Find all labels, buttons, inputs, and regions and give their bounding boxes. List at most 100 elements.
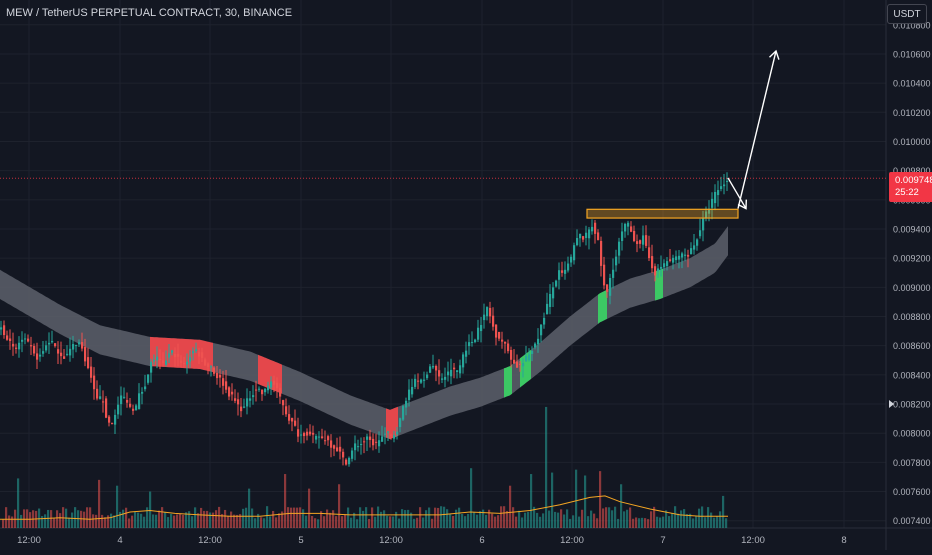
candle-body: [51, 340, 54, 343]
candle-body: [453, 367, 456, 370]
volume-bar: [8, 515, 11, 528]
volume-bar: [29, 512, 32, 528]
volume-bar: [188, 511, 191, 528]
candle-body: [216, 373, 219, 379]
candle-body: [573, 245, 576, 261]
candle-body: [657, 268, 660, 272]
candle-body: [345, 459, 348, 465]
volume-bar: [176, 514, 179, 528]
volume-bar: [671, 513, 674, 528]
volume-bar: [569, 518, 572, 528]
candle-body: [570, 256, 573, 263]
volume-bar: [443, 506, 446, 528]
volume-bar: [236, 514, 239, 528]
candle-body: [456, 370, 459, 373]
x-axis-tick-label: 6: [479, 535, 484, 546]
candle-body: [150, 361, 153, 373]
volume-bar: [158, 510, 161, 528]
volume-bar: [50, 510, 53, 528]
candle-body: [405, 400, 408, 408]
candle-body: [651, 256, 654, 269]
volume-bar: [578, 516, 581, 528]
candle-body: [57, 349, 60, 354]
volume-bar: [59, 513, 62, 528]
x-axis-tick-label: 12:00: [17, 535, 41, 546]
volume-bar: [224, 509, 227, 528]
volume-bar: [80, 510, 83, 528]
candle-body: [192, 351, 195, 354]
volume-bar: [248, 488, 251, 528]
volume-bar: [719, 511, 722, 528]
volume-bar: [596, 518, 599, 528]
candle-body: [462, 354, 465, 368]
volume-bar: [506, 510, 509, 528]
candle-body: [711, 198, 714, 208]
candle-body: [210, 366, 213, 368]
volume-bar: [179, 513, 182, 528]
candle-body: [606, 284, 609, 292]
candle-body: [6, 335, 9, 340]
candle-body: [624, 223, 627, 232]
volume-bar: [89, 507, 92, 528]
volume-bar: [407, 509, 410, 528]
y-axis-tick-label: 0.008800: [893, 312, 931, 322]
volume-bar: [503, 506, 506, 528]
candle-body: [480, 325, 483, 332]
candle-body: [123, 396, 126, 398]
volume-bar: [431, 518, 434, 528]
volume-bar: [452, 515, 455, 528]
candle-body: [552, 287, 555, 299]
candle-body: [60, 352, 63, 357]
volume-bar: [593, 513, 596, 528]
candle-body: [510, 349, 513, 360]
candle-body: [429, 366, 432, 373]
candle-body: [669, 259, 672, 261]
volume-bar: [635, 517, 638, 528]
volume-bar: [347, 507, 350, 528]
volume-bar: [110, 513, 113, 528]
x-axis-tick-label: 5: [298, 535, 303, 546]
volume-bar: [488, 509, 491, 528]
x-axis-tick-label: 4: [117, 535, 122, 546]
volume-bar: [359, 507, 362, 528]
volume-bar: [626, 509, 629, 528]
volume-bar: [539, 516, 542, 528]
candle-body: [438, 370, 441, 377]
volume-bar: [623, 511, 626, 528]
candle-body: [129, 403, 132, 407]
candle-body: [501, 339, 504, 342]
candle-body: [117, 404, 120, 415]
volume-bar: [473, 511, 476, 528]
volume-bar: [95, 514, 98, 528]
volume-bar: [704, 517, 707, 528]
candle-body: [261, 389, 264, 395]
volume-bar: [512, 507, 515, 528]
candle-body: [288, 414, 291, 421]
candle-body: [12, 343, 15, 347]
volume-bar: [722, 495, 725, 528]
volume-bar: [644, 518, 647, 528]
y-axis-tick-label: 0.008000: [893, 429, 931, 439]
candle-body: [459, 365, 462, 374]
candle-body: [402, 406, 405, 420]
candle-body: [195, 349, 198, 352]
volume-bar: [554, 511, 557, 528]
volume-bar: [467, 513, 470, 528]
scroll-to-realtime-icon[interactable]: [889, 400, 894, 408]
volume-bar: [530, 474, 533, 528]
candle-body: [252, 395, 255, 398]
candle-body: [45, 345, 48, 351]
candle-body: [612, 269, 615, 278]
y-axis-tick-label: 0.007800: [893, 458, 931, 468]
candle-body: [153, 359, 156, 362]
candle-body: [360, 443, 363, 445]
candle-body: [627, 222, 630, 227]
volume-bar: [374, 516, 377, 528]
currency-button[interactable]: USDT: [887, 4, 927, 24]
last-price-value: 0.009748: [895, 175, 932, 186]
candle-body: [726, 181, 729, 183]
candle-body: [639, 240, 642, 244]
volume-bar: [311, 515, 314, 528]
